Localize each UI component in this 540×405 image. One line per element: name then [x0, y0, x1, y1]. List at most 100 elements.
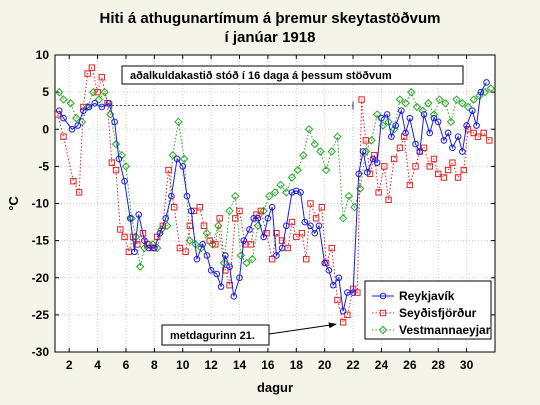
series-2 [55, 64, 493, 326]
data-point [278, 237, 286, 244]
data-point [270, 188, 280, 197]
data-point [131, 248, 138, 256]
legend-marker [379, 309, 387, 317]
data-point [307, 200, 314, 207]
data-point [367, 136, 376, 145]
data-point [259, 206, 268, 216]
data-point [282, 188, 291, 197]
data-point [91, 99, 99, 107]
data-point [162, 215, 170, 222]
data-point [454, 133, 462, 140]
annotation-arrow [268, 322, 337, 335]
data-point [187, 207, 195, 215]
data-point [292, 187, 300, 195]
data-point [402, 129, 409, 137]
data-point [168, 151, 178, 160]
data-point [426, 129, 434, 137]
data-point [333, 132, 342, 141]
series-3 [55, 84, 495, 271]
data-point [395, 95, 405, 104]
data-point [156, 229, 164, 237]
data-point [85, 103, 93, 111]
chart-title-line-1: Hiti á athugunartímum á þremur skeytastö… [99, 10, 441, 27]
data-point [226, 263, 233, 270]
legend-marker [378, 325, 388, 335]
data-point [369, 155, 377, 163]
data-point [325, 267, 333, 274]
data-point [111, 139, 121, 149]
data-point [381, 163, 388, 170]
data-point [176, 244, 184, 252]
data-point [240, 237, 248, 244]
data-point [335, 274, 343, 282]
series-line [58, 87, 491, 267]
data-point [206, 237, 213, 244]
data-point [236, 251, 246, 260]
data-point [59, 95, 68, 104]
data-point [74, 122, 82, 129]
data-point [268, 203, 276, 211]
legend-label: Reykjavík [399, 289, 455, 303]
data-point [94, 88, 101, 96]
data-point [424, 99, 433, 108]
data-point [486, 137, 493, 144]
data-point [396, 144, 404, 152]
data-point [430, 155, 438, 163]
data-point [480, 87, 490, 97]
data-point [358, 96, 365, 103]
data-point [371, 152, 378, 159]
data-point [384, 117, 393, 127]
data-point [196, 204, 203, 211]
data-point [94, 95, 104, 104]
data-point [121, 233, 128, 241]
data-point [474, 133, 482, 140]
data-point [182, 248, 189, 255]
x-axis-label: dagur [257, 380, 293, 395]
data-point [434, 118, 442, 126]
legend-entry: Seyðisfjörður [372, 306, 477, 320]
data-point [363, 169, 371, 176]
x-tick-label: 8 [151, 358, 158, 372]
data-point [458, 99, 467, 108]
data-point [339, 307, 347, 315]
data-point [225, 206, 234, 216]
legend-marker [379, 292, 387, 300]
data-point [202, 228, 212, 238]
data-point [171, 204, 178, 211]
data-point [344, 191, 354, 201]
data-point [60, 114, 67, 122]
data-point [231, 191, 240, 201]
data-point [222, 252, 229, 259]
data-point [372, 110, 382, 119]
x-tick-label: 4 [94, 358, 101, 372]
data-point [446, 117, 456, 127]
data-point [321, 259, 328, 267]
data-point [183, 192, 191, 200]
y-axis-label: °C [6, 196, 21, 211]
data-point [75, 189, 83, 196]
data-point [70, 178, 77, 185]
y-tick-label: 0 [42, 122, 49, 136]
data-point [199, 241, 206, 248]
x-tick-label: 20 [318, 358, 332, 372]
annotation-text-bottom: metdagurinn 21. [170, 330, 255, 342]
data-point [441, 99, 450, 108]
data-point [179, 154, 189, 164]
data-point [293, 165, 302, 175]
y-tick-label: -15 [32, 234, 50, 248]
data-point [126, 215, 134, 222]
data-point [68, 125, 76, 133]
data-point [463, 122, 470, 129]
data-point [268, 255, 276, 263]
data-point [449, 159, 456, 166]
data-point [459, 148, 466, 155]
data-point [412, 102, 422, 112]
data-point [449, 144, 456, 152]
data-point [435, 95, 444, 104]
data-point [200, 222, 208, 229]
y-tick-label: 10 [36, 48, 50, 62]
legend-label: Seyðisfjörður [399, 306, 477, 320]
data-point [242, 258, 251, 268]
data-point [480, 129, 487, 137]
data-point [278, 244, 286, 252]
